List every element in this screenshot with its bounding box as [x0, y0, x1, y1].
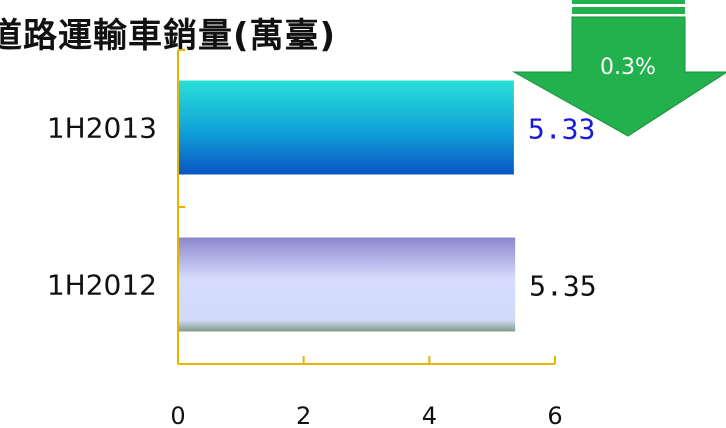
decrease-badge: 0.3%	[512, 0, 726, 137]
data-label: 5.35	[529, 270, 596, 303]
x-tick-label: 6	[547, 402, 562, 428]
x-tick-label: 4	[422, 402, 437, 428]
green-down-arrow-icon	[512, 16, 726, 137]
bar-1H2013	[179, 80, 514, 175]
category-label: 1H2012	[47, 269, 157, 302]
x-tick-label: 0	[170, 402, 185, 428]
data-label: 5.33	[528, 113, 595, 146]
chart-title: 道路運輸車銷量(萬臺)	[0, 16, 337, 56]
badge-stripe-1	[572, 0, 685, 4]
badge-percent-label: 0.3%	[600, 55, 656, 80]
x-tick-label: 2	[296, 402, 311, 428]
badge-stripe-2	[572, 7, 685, 14]
bar-1H2012	[179, 237, 516, 332]
category-label: 1H2013	[47, 112, 157, 145]
